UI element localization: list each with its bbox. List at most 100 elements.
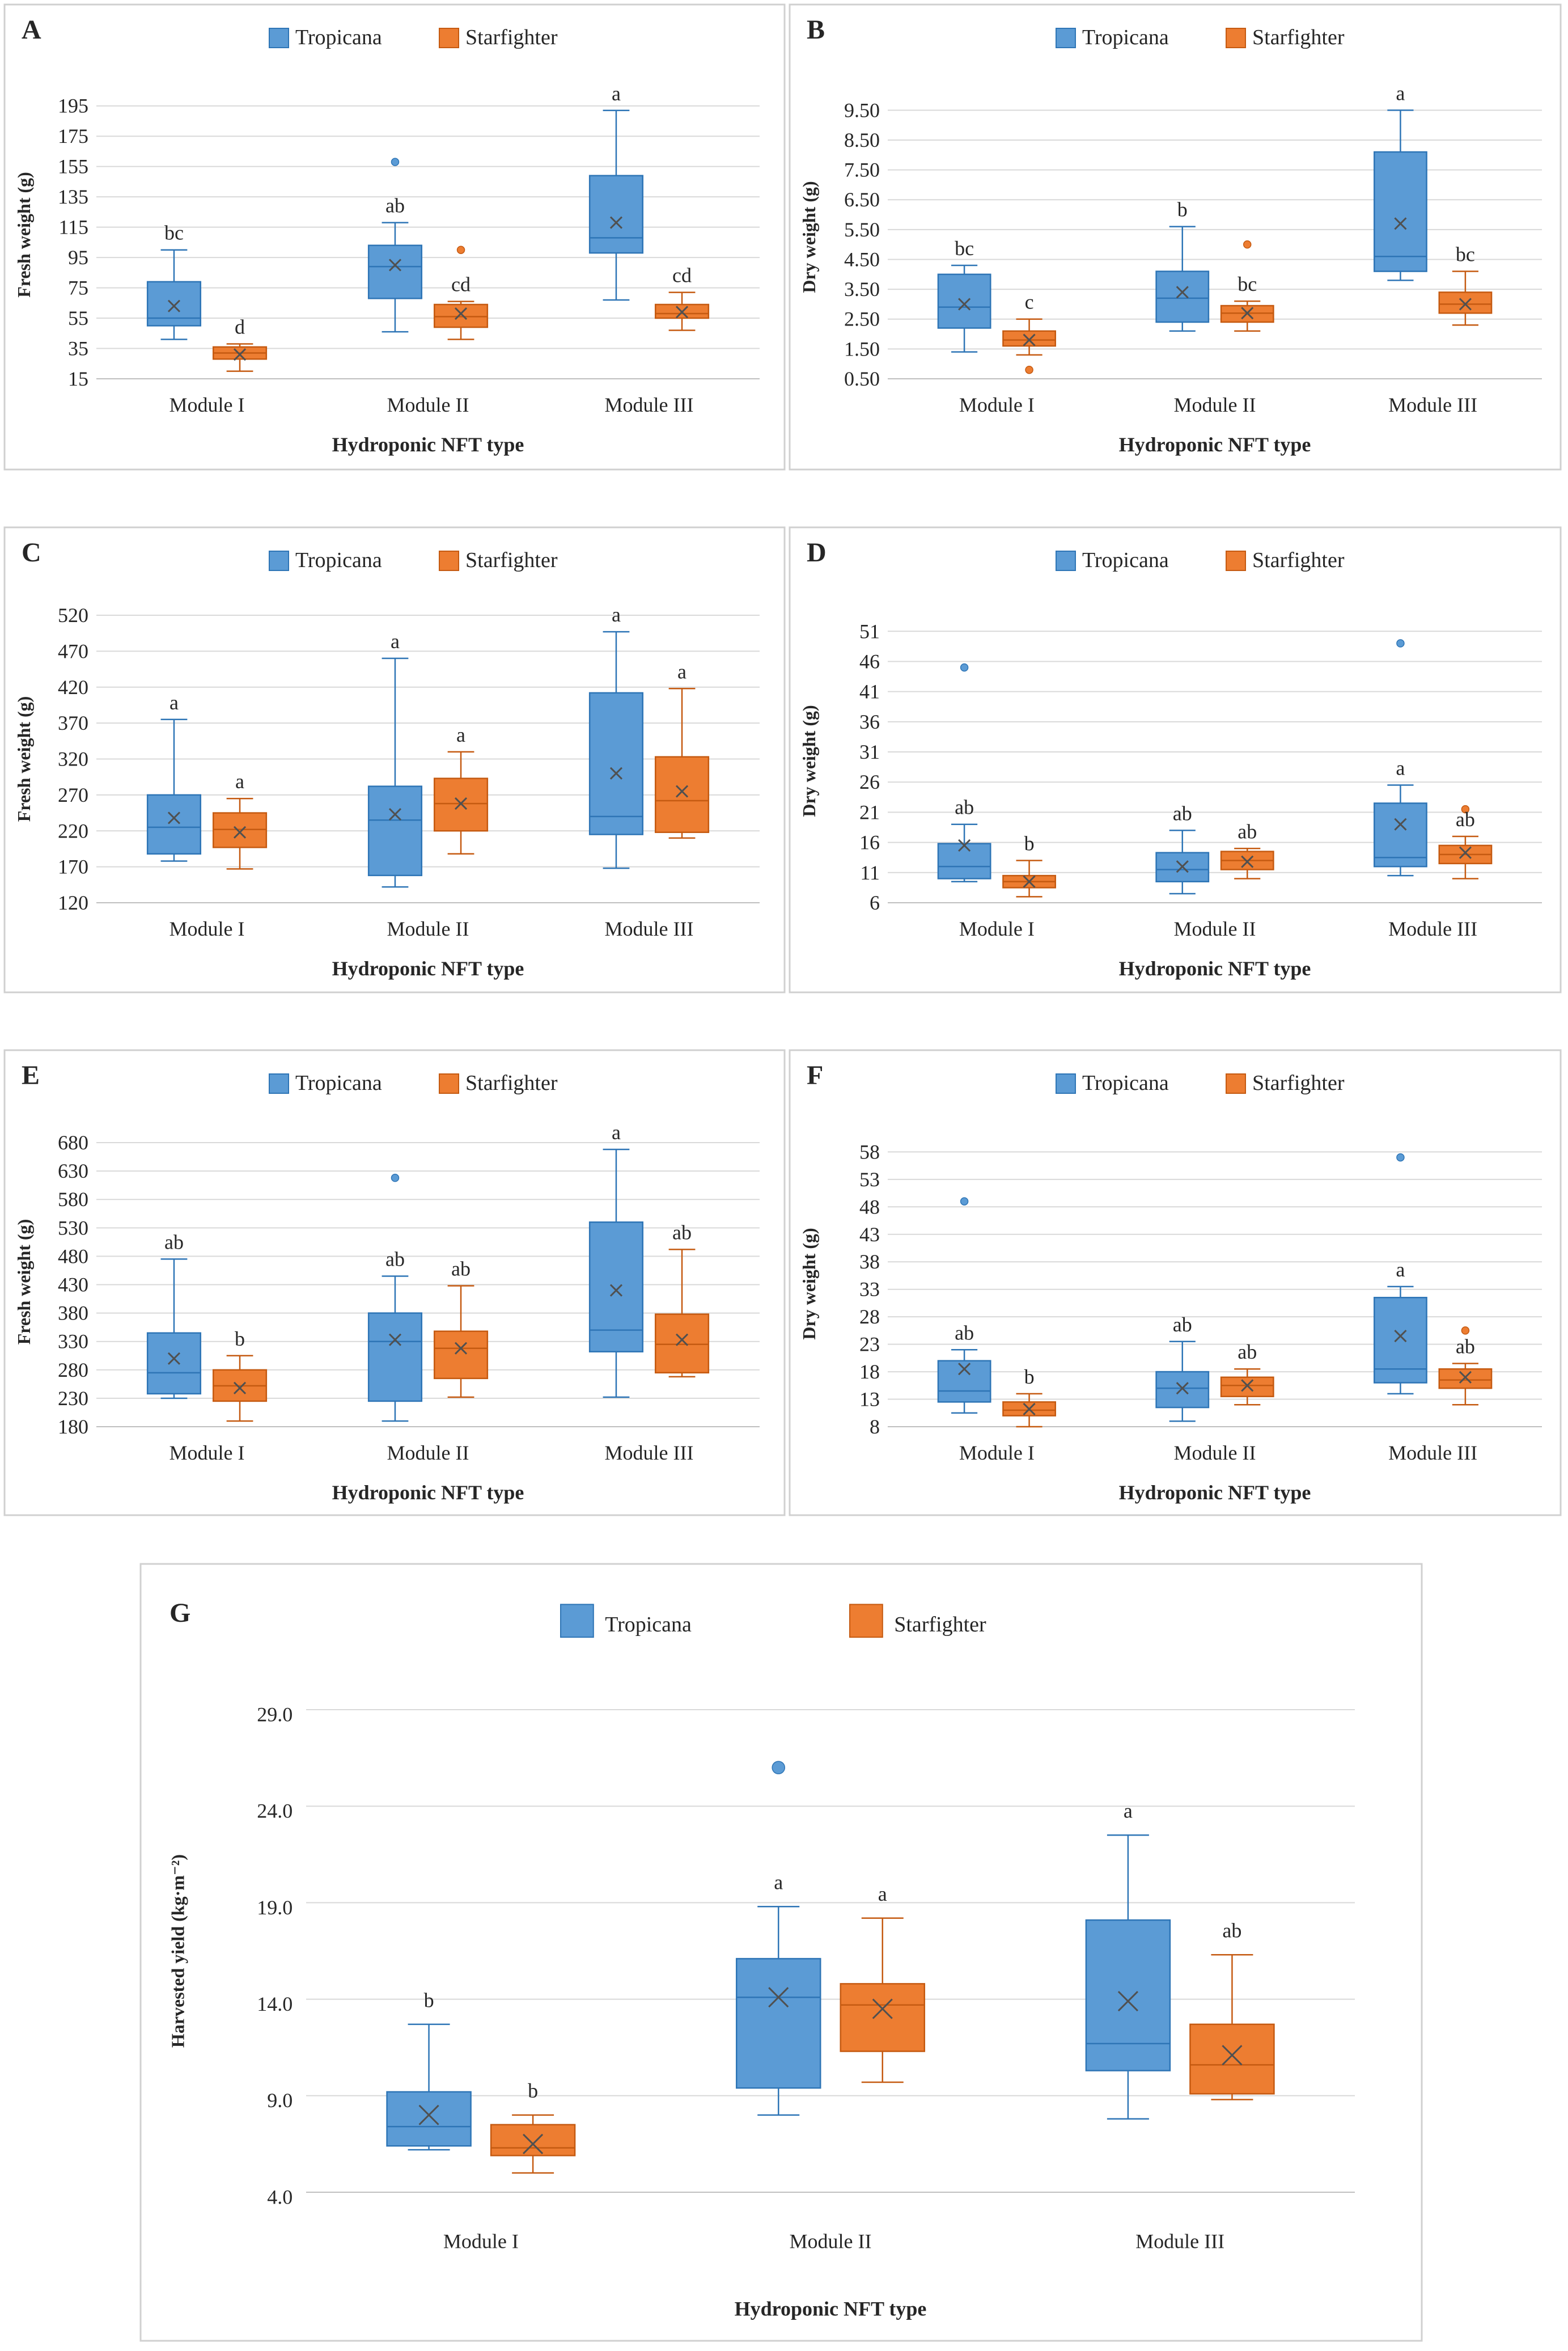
box-starfighter-1: d [212,316,268,372]
x-tick-label: Module III [605,394,694,416]
outlier-point [1396,1153,1405,1162]
panel-letter: E [22,1060,40,1090]
mean-marker [1241,307,1254,320]
y-tick-label: 13 [859,1388,880,1411]
legend-label-tropicana: Tropicana [1082,548,1169,572]
x-tick-label: Module III [605,917,694,940]
significance-label: ab [451,1258,471,1280]
y-tick-label: 230 [58,1387,88,1410]
box-tropicana-3: a [1374,82,1427,281]
x-tick-label: Module III [1388,917,1477,940]
legend-swatch-tropicana [269,551,289,571]
significance-label: a [1396,82,1405,104]
box-starfighter-3: a [654,660,710,839]
box-iqr [367,1312,423,1402]
x-axis-label: Hydroponic NFT type [1119,1481,1311,1504]
y-tick-label: 370 [58,712,88,734]
significance-label: a [456,724,465,746]
significance-label: ab [1222,1919,1241,1942]
x-axis-label: Hydroponic NFT type [332,433,524,456]
mean-marker [872,1998,893,2019]
y-tick-label: 31 [859,741,880,763]
x-tick-label: Module I [959,394,1035,416]
box-starfighter-3: cd [654,264,710,331]
mean-marker [523,2133,544,2154]
y-tick-label: 38 [859,1250,880,1273]
box-iqr [1002,330,1056,347]
legend-label-starfighter: Starfighter [465,548,558,572]
significance-label: ab [1238,820,1257,843]
y-tick-label: 115 [58,216,88,239]
significance-label: b [424,1989,434,2011]
y-tick-label: 21 [859,801,880,823]
y-tick-label: 120 [58,891,88,914]
box-iqr [1155,270,1210,323]
y-tick-label: 175 [58,125,88,147]
y-tick-label: 7.50 [844,159,880,181]
y-tick-label: 14.0 [257,1993,293,2015]
outlier-point [1461,805,1470,814]
mean-marker [388,808,402,821]
mean-marker [167,811,181,824]
box-iqr [490,2124,576,2157]
significance-label: a [1124,1800,1133,1823]
box-iqr [1220,1376,1274,1397]
box-iqr [1374,802,1427,868]
legend-swatch-starfighter [1226,1073,1246,1094]
outlier-point [772,1761,786,1774]
box-iqr [937,1360,991,1403]
legend-label-starfighter: Starfighter [894,1613,986,1637]
mean-marker [609,1284,623,1297]
significance-label: a [169,691,179,714]
legend-label-tropicana: Tropicana [1082,26,1169,49]
mean-marker [1023,1402,1036,1416]
legend-swatch-tropicana [269,28,289,48]
y-tick-label: 46 [859,650,880,673]
legend-swatch-tropicana [1056,1073,1076,1094]
legend-label-starfighter: Starfighter [1252,26,1345,49]
mean-marker [167,1352,181,1365]
significance-label: ab [1456,808,1475,831]
box-tropicana-1: bc [937,237,991,353]
x-tick-label: Module I [169,917,245,940]
legend-label-tropicana: Tropicana [605,1613,692,1637]
mean-marker [388,259,402,272]
significance-label: a [677,660,686,683]
mean-marker [454,1342,468,1355]
mean-marker [1459,298,1472,311]
x-tick-label: Module III [1388,394,1477,416]
panel-c: C Tropicana Starfighter 120 170 220 270 320 370 4… [3,526,786,993]
y-tick-label: 29.0 [257,1703,293,1726]
box-iqr [146,281,202,327]
significance-label: ab [1173,1313,1192,1336]
legend-swatch-starfighter [849,1604,883,1638]
y-tick-label: 3.50 [844,278,880,301]
y-axis-label: Fresh weight (g) [14,172,34,298]
y-tick-label: 4.0 [267,2185,293,2208]
box-tropicana-1: b [386,1989,472,2151]
panel-letter: A [22,15,41,45]
legend-swatch-starfighter [1226,28,1246,48]
y-tick-label: 26 [859,771,880,793]
mean-marker [1023,333,1036,346]
panel-frame [789,526,1562,993]
box-iqr [588,1221,644,1352]
y-tick-label: 1.50 [844,337,880,360]
box-tropicana-1: ab [937,663,991,883]
panel-e: E Tropicana Starfighter 180 230 280 330 380 430 4… [3,1049,786,1516]
box-iqr [146,1332,202,1395]
y-tick-label: 18 [859,1360,880,1383]
y-axis-label: Fresh weight (g) [14,1219,34,1345]
panel-f: F Tropicana Starfighter 8 13 18 23 28 33 38 43 48 53… [789,1049,1562,1516]
significance-label: a [1396,1258,1405,1281]
box-iqr [1155,1371,1210,1409]
box-iqr [433,303,489,328]
x-axis-label: Hydroponic NFT type [1119,957,1311,980]
significance-label: ab [955,1321,974,1344]
legend-label-tropicana: Tropicana [295,548,382,572]
y-tick-label: 330 [58,1330,88,1353]
significance-label: bc [1456,243,1475,266]
mean-marker [167,299,181,312]
box-iqr [1155,852,1210,883]
y-tick-label: 2.50 [844,308,880,331]
